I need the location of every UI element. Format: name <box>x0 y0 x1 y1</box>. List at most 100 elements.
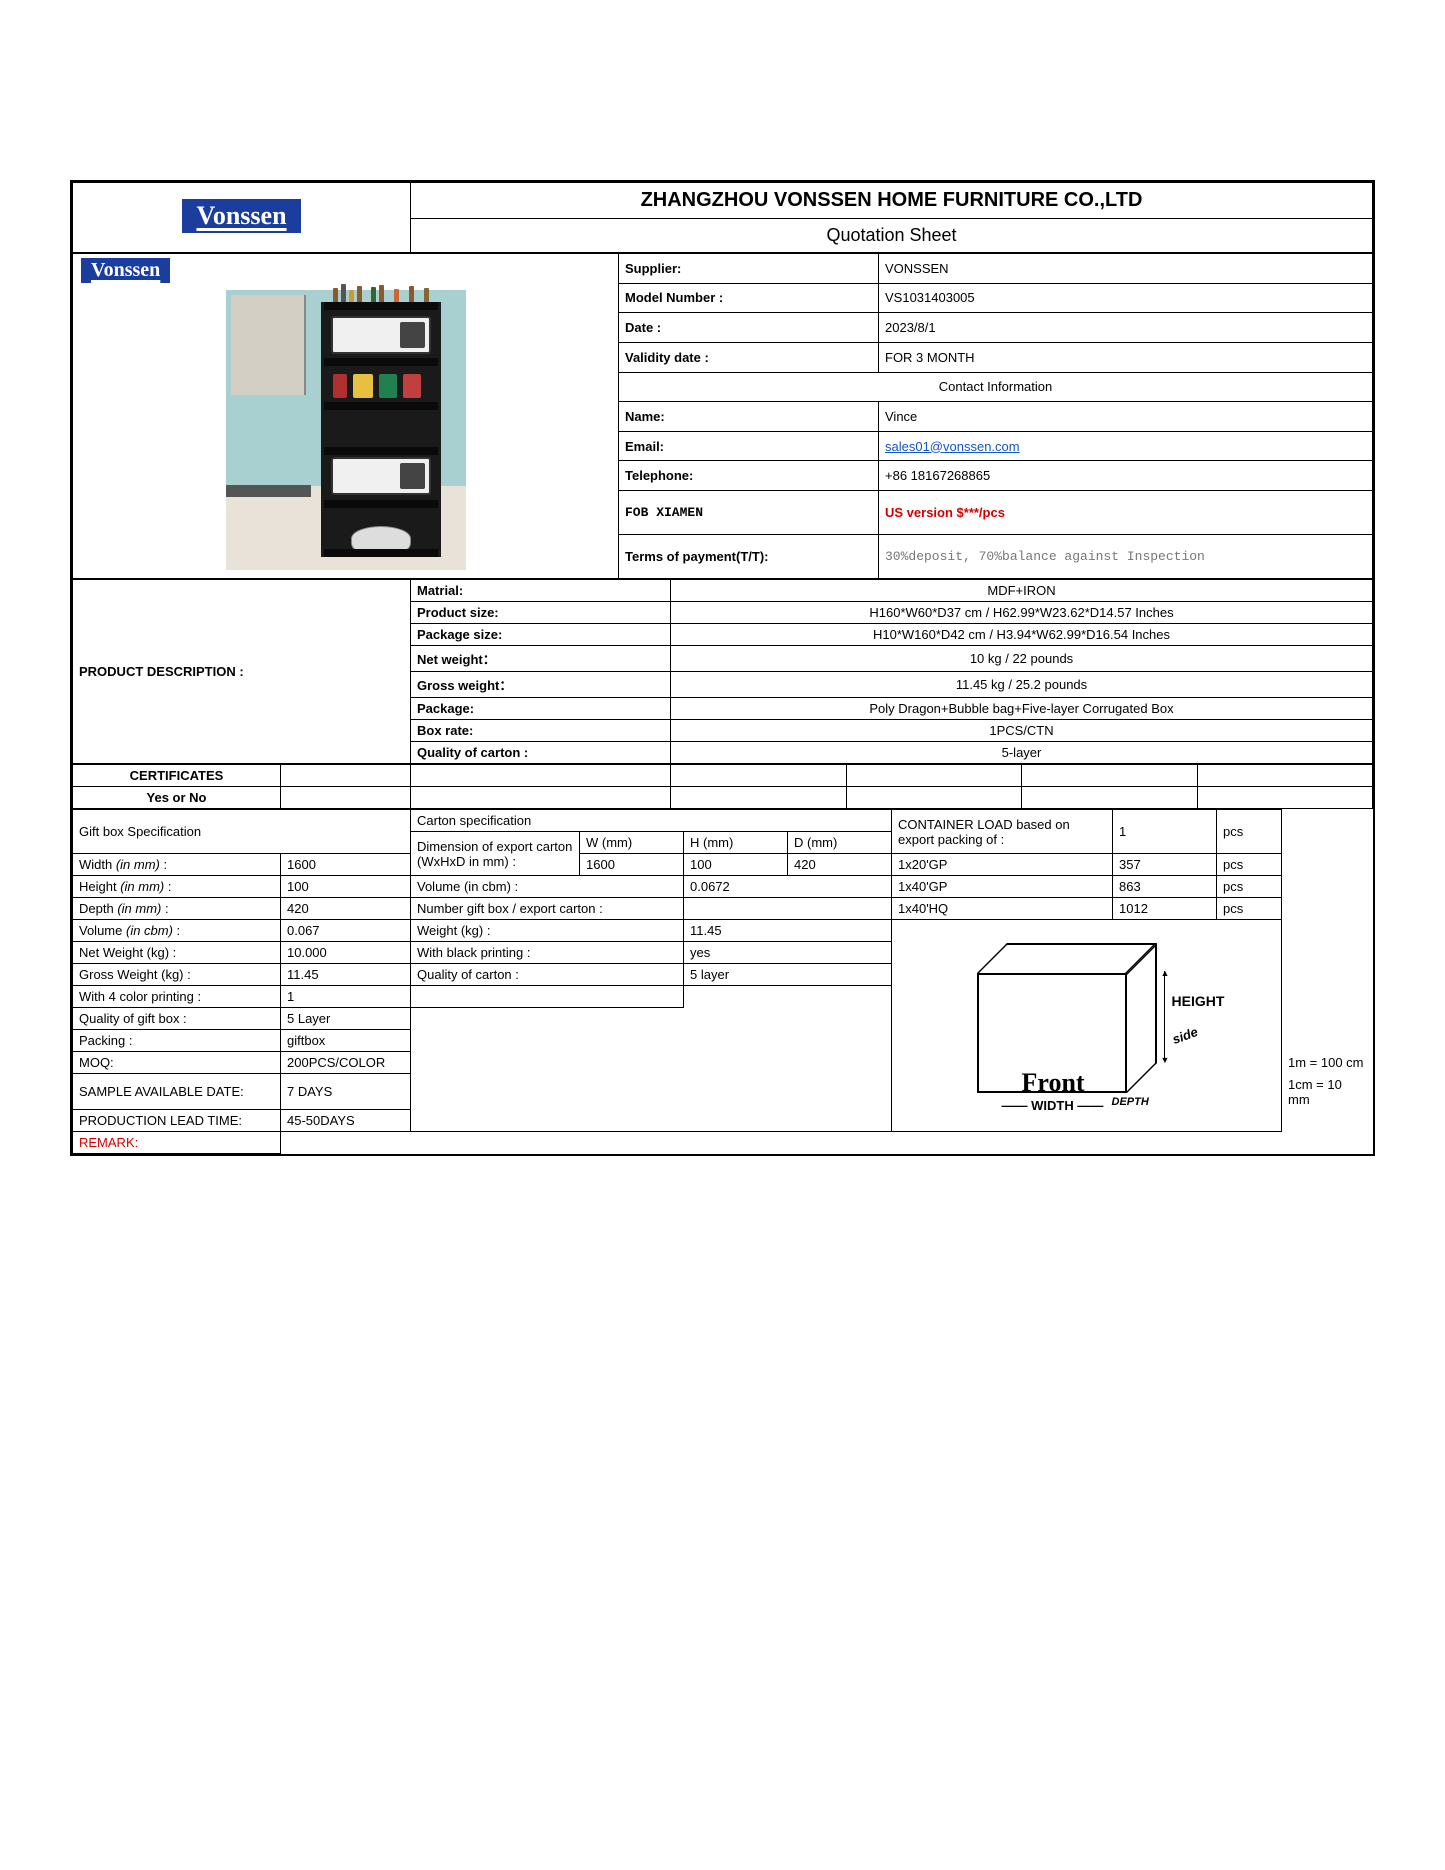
diagram-depth-label: DEPTH <box>1112 1096 1149 1108</box>
pkg-label: Package: <box>411 698 671 720</box>
row-height-unit: pcs <box>1217 876 1282 898</box>
name-value: Vince <box>879 402 1373 432</box>
row-depth-kval <box>684 898 892 920</box>
row-depth-val: 420 <box>281 898 411 920</box>
email-label: Email: <box>619 431 879 461</box>
psize-value: H160*W60*D37 cm / H62.99*W23.62*D14.57 I… <box>671 602 1373 624</box>
row-vol-key: Weight (kg) : <box>411 920 684 942</box>
boxrate-value: 1PCS/CTN <box>671 720 1373 742</box>
d-label: D (mm) <box>788 832 892 854</box>
row-moq-extra: 1m = 100 cm <box>1282 1052 1373 1074</box>
row-height-val: 100 <box>281 876 411 898</box>
row-width-unit: pcs <box>1217 854 1282 876</box>
box-diagram: Front side HEIGHT —— WIDTH —— DEPTH ▲ ▼ <box>947 933 1227 1113</box>
diagram-height-label: HEIGHT <box>1172 993 1225 1009</box>
row-height-cnt: 1x40'GP <box>892 876 1113 898</box>
row-qgift-val: 5 Layer <box>281 1008 411 1030</box>
quotation-sheet: Vonssen ZHANGZHOU VONSSEN HOME FURNITURE… <box>70 180 1375 1156</box>
row-netw-key: With black printing : <box>411 942 684 964</box>
row-grossw-key: Quality of carton : <box>411 964 684 986</box>
row-netw-kval: yes <box>684 942 892 964</box>
grossw-label: Gross weight： <box>411 672 671 698</box>
grossw-value: 11.45 kg / 25.2 pounds <box>671 672 1373 698</box>
diagram-side-label: side <box>1170 1024 1200 1047</box>
row-print4-val: 1 <box>281 986 411 1008</box>
row-grossw-label: Gross Weight (kg) : <box>73 964 281 986</box>
row-sample-val: 7 DAYS <box>281 1074 411 1110</box>
row-grossw-val: 11.45 <box>281 964 411 986</box>
container-label: CONTAINER LOAD based on export packing o… <box>892 810 1113 854</box>
pkgsize-label: Package size: <box>411 624 671 646</box>
diagram-front-label: Front <box>1022 1068 1085 1098</box>
yesno-label: Yes or No <box>73 787 281 809</box>
row-width-h: 100 <box>684 854 788 876</box>
row-width-cnt: 1x20'GP <box>892 854 1113 876</box>
row-vol-label: Volume (in cbm) : <box>73 920 281 942</box>
date-label: Date : <box>619 313 879 343</box>
psize-label: Product size: <box>411 602 671 624</box>
row-moq-label: MOQ: <box>73 1052 281 1074</box>
validity-label: Validity date : <box>619 342 879 372</box>
row-grossw-kval: 5 layer <box>684 964 892 986</box>
netw-value: 10 kg / 22 pounds <box>671 646 1373 672</box>
row-depth-key: Number gift box / export carton : <box>411 898 684 920</box>
vonssen-logo: Vonssen <box>182 199 300 236</box>
qcarton-label: Quality of carton : <box>411 742 671 764</box>
row-width-qty: 357 <box>1113 854 1217 876</box>
row-width-label: Width (in mm) : <box>73 854 281 876</box>
row-packing-val: giftbox <box>281 1030 411 1052</box>
row-qgift-label: Quality of gift box : <box>73 1008 281 1030</box>
row-vol-kval: 11.45 <box>684 920 892 942</box>
row-lead-val: 45-50DAYS <box>281 1110 411 1132</box>
row-height-label: Height (in mm) : <box>73 876 281 898</box>
material-label: Matrial: <box>411 580 671 602</box>
row-width-val: 1600 <box>281 854 411 876</box>
model-value: VS1031403005 <box>879 283 1373 313</box>
vonssen-logo-small: Vonssen <box>81 258 170 286</box>
product-image-cell: Vonssen <box>73 254 619 579</box>
row-depth-qty: 1012 <box>1113 898 1217 920</box>
contact-header: Contact Information <box>619 372 1373 402</box>
fob-label: FOB XIAMEN <box>619 491 879 535</box>
giftbox-label: Gift box Specification <box>73 810 411 854</box>
name-label: Name: <box>619 402 879 432</box>
model-label: Model Number : <box>619 283 879 313</box>
box-diagram-cell: Front side HEIGHT —— WIDTH —— DEPTH ▲ ▼ <box>892 920 1282 1132</box>
supplier-value: VONSSEN <box>879 254 1373 284</box>
pkgsize-value: H10*W160*D42 cm / H3.94*W62.99*D16.54 In… <box>671 624 1373 646</box>
row-lead-label: PRODUCTION LEAD TIME: <box>73 1110 281 1132</box>
pkg-value: Poly Dragon+Bubble bag+Five-layer Corrug… <box>671 698 1373 720</box>
row-height-qty: 863 <box>1113 876 1217 898</box>
product-desc-label: PRODUCT DESCRIPTION : <box>73 580 411 764</box>
email-link[interactable]: sales01@vonssen.com <box>885 439 1020 454</box>
row-width-w: 1600 <box>580 854 684 876</box>
supplier-label: Supplier: <box>619 254 879 284</box>
carton-spec-label: Carton specification <box>411 810 892 832</box>
row-width-d: 420 <box>788 854 892 876</box>
row-sample-extra: 1cm = 10 mm <box>1282 1074 1373 1110</box>
row-vol-val: 0.067 <box>281 920 411 942</box>
row-depth-unit: pcs <box>1217 898 1282 920</box>
row-netw-label: Net Weight (kg) : <box>73 942 281 964</box>
company-title: ZHANGZHOU VONSSEN HOME FURNITURE CO.,LTD <box>411 183 1373 219</box>
row-sample-label: SAMPLE AVAILABLE DATE: <box>73 1074 281 1110</box>
product-image <box>226 290 466 570</box>
row-packing-label: Packing : <box>73 1030 281 1052</box>
date-value: 2023/8/1 <box>879 313 1373 343</box>
dim-export-label: Dimension of export carton (WxHxD in mm)… <box>411 832 580 876</box>
diagram-width-label: —— WIDTH —— <box>1002 1098 1104 1113</box>
logo-cell: Vonssen <box>73 183 411 253</box>
row-netw-val: 10.000 <box>281 942 411 964</box>
tel-label: Telephone: <box>619 461 879 491</box>
fob-value: US version $***/pcs <box>879 491 1373 535</box>
email-value: sales01@vonssen.com <box>879 431 1373 461</box>
material-value: MDF+IRON <box>671 580 1373 602</box>
validity-value: FOR 3 MONTH <box>879 342 1373 372</box>
terms-value: 30%deposit, 70%balance against Inspectio… <box>879 535 1373 579</box>
row-height-kval: 0.0672 <box>684 876 892 898</box>
h-label: H (mm) <box>684 832 788 854</box>
row-remark-label: REMARK: <box>73 1132 281 1154</box>
tel-value: +86 18167268865 <box>879 461 1373 491</box>
sheet-subtitle: Quotation Sheet <box>411 219 1373 253</box>
row-height-key: Volume (in cbm) : <box>411 876 684 898</box>
